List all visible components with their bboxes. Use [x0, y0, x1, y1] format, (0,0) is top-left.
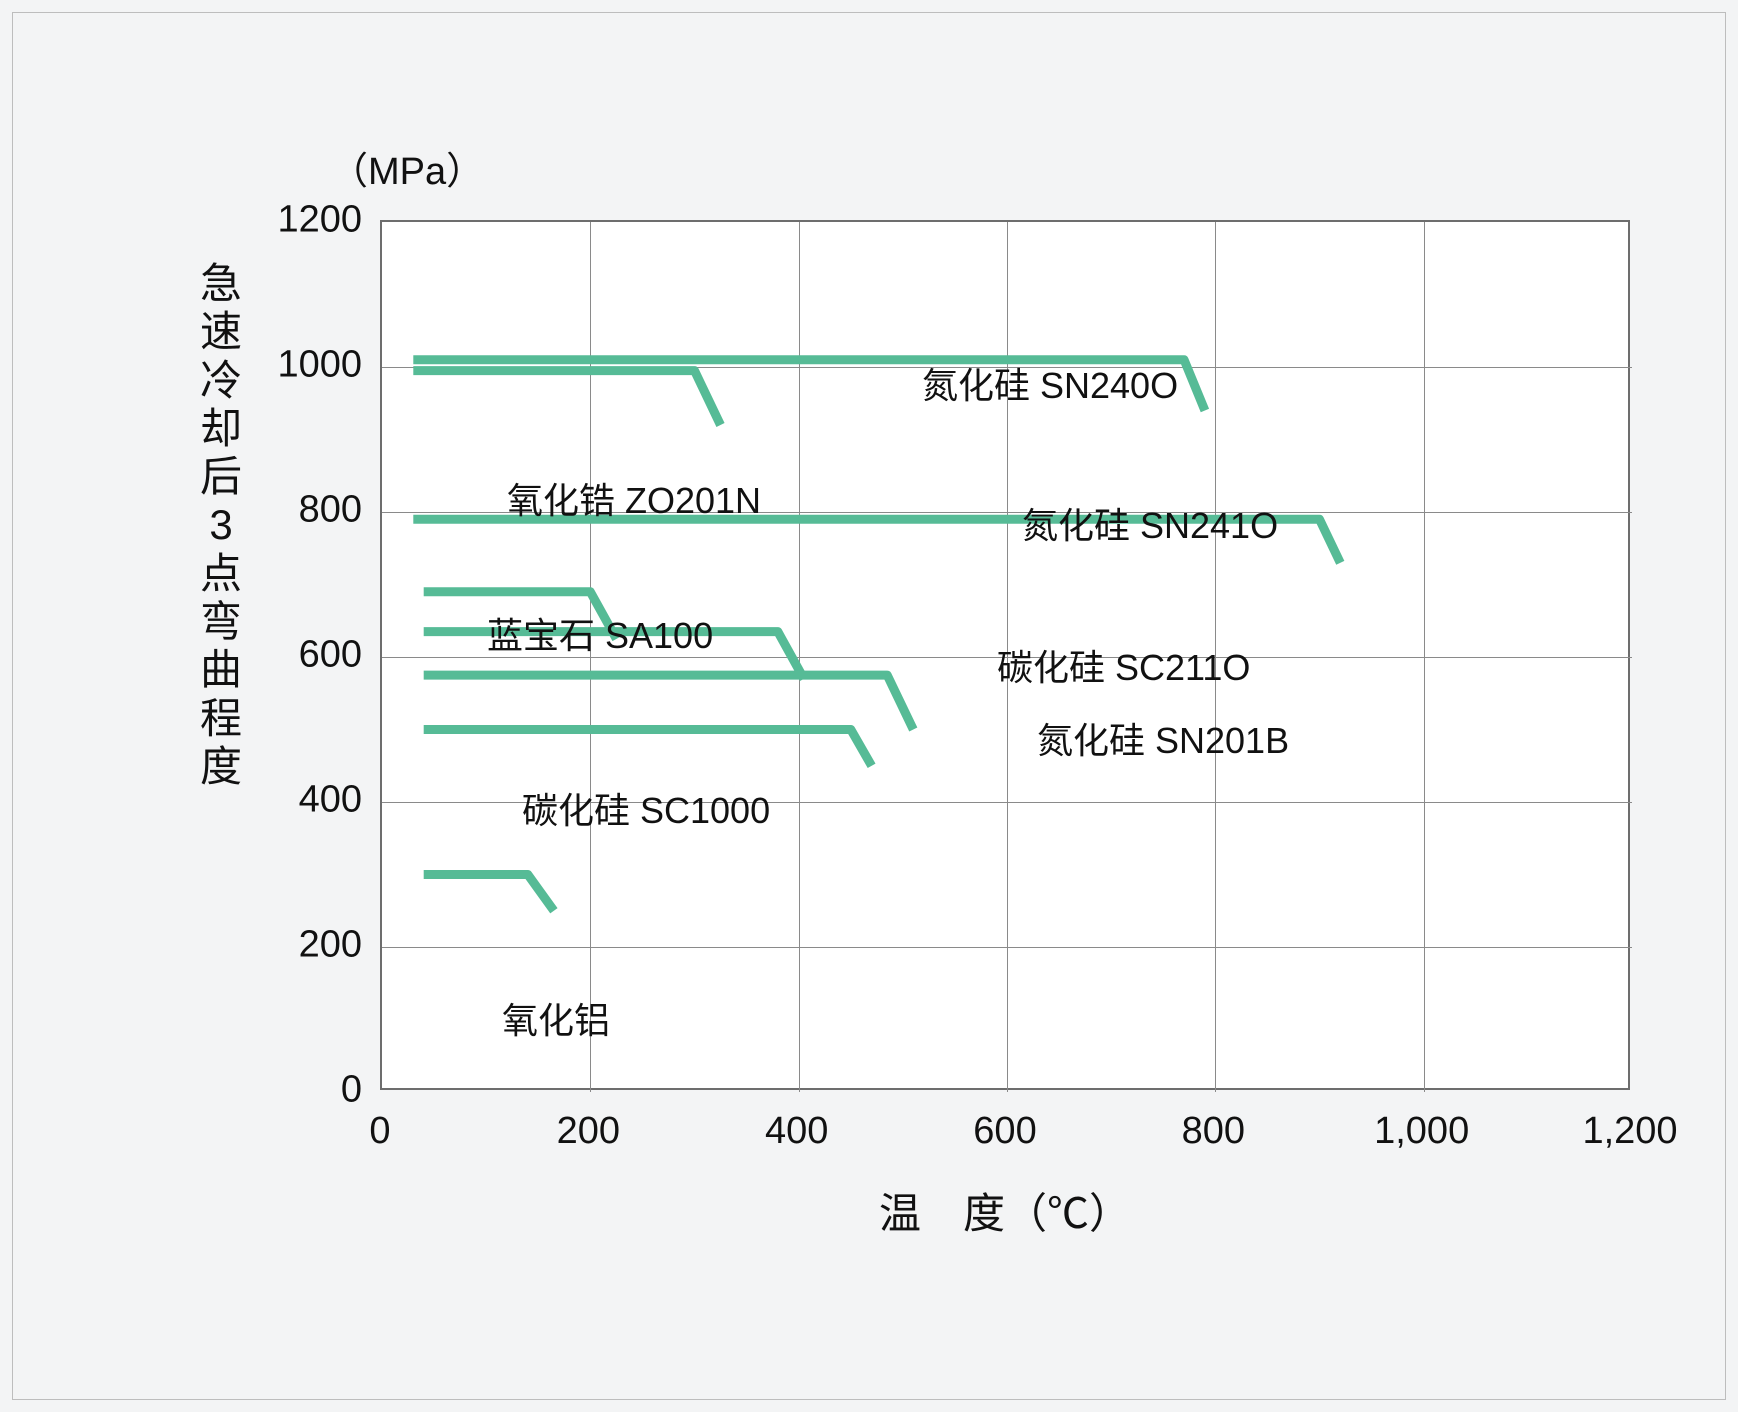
x-tick-label: 0	[369, 1110, 390, 1153]
series-line-sc1000	[424, 730, 872, 766]
chart-container: （MPa） 急速冷却后3点弯曲程度 温 度（℃） 氮化硅 SN240O 氧化锆 Z…	[180, 120, 1660, 1320]
series-label-sa100: 蓝宝石 SA100	[487, 607, 713, 659]
x-tick-label: 200	[557, 1110, 620, 1153]
series-label-zo201n: 氧化锆 ZO201N	[507, 472, 761, 524]
series-line-al2o3	[424, 875, 554, 911]
series-label-sc211o: 碳化硅 SC211O	[997, 639, 1250, 691]
page-root: （MPa） 急速冷却后3点弯曲程度 温 度（℃） 氮化硅 SN240O 氧化锆 Z…	[0, 0, 1738, 1412]
y-tick-label: 600	[299, 634, 362, 677]
y-tick-label: 400	[299, 779, 362, 822]
y-tick-label: 200	[299, 924, 362, 967]
y-tick-label: 800	[299, 489, 362, 532]
series-line-sn201b	[424, 675, 914, 729]
y-tick-label: 1200	[277, 199, 362, 242]
series-label-sn241o: 氮化硅 SN241O	[1022, 497, 1278, 549]
plot-area: 氮化硅 SN240O 氧化锆 ZO201N 氮化硅 SN241O 蓝宝石 SA100 碳…	[380, 220, 1630, 1090]
series-label-sn201b: 氮化硅 SN201B	[1037, 712, 1289, 764]
series-line-zo201n	[413, 371, 720, 425]
y-tick-label: 1000	[277, 344, 362, 387]
x-tick-label: 400	[765, 1110, 828, 1153]
y-tick-label: 0	[341, 1069, 362, 1112]
x-tick-label: 1,000	[1374, 1110, 1469, 1153]
series-label-sc1000: 碳化硅 SC1000	[522, 782, 770, 834]
x-tick-label: 600	[973, 1110, 1036, 1153]
x-tick-label: 800	[1182, 1110, 1245, 1153]
x-tick-label: 1,200	[1582, 1110, 1677, 1153]
series-label-sn240o: 氮化硅 SN240O	[922, 357, 1178, 409]
y-axis-title: 急速冷却后3点弯曲程度	[200, 260, 242, 791]
series-label-al2o3: 氧化铝	[502, 992, 610, 1044]
x-axis-title: 温 度（℃）	[879, 1180, 1131, 1241]
y-axis-unit-label: （MPa）	[330, 140, 484, 195]
